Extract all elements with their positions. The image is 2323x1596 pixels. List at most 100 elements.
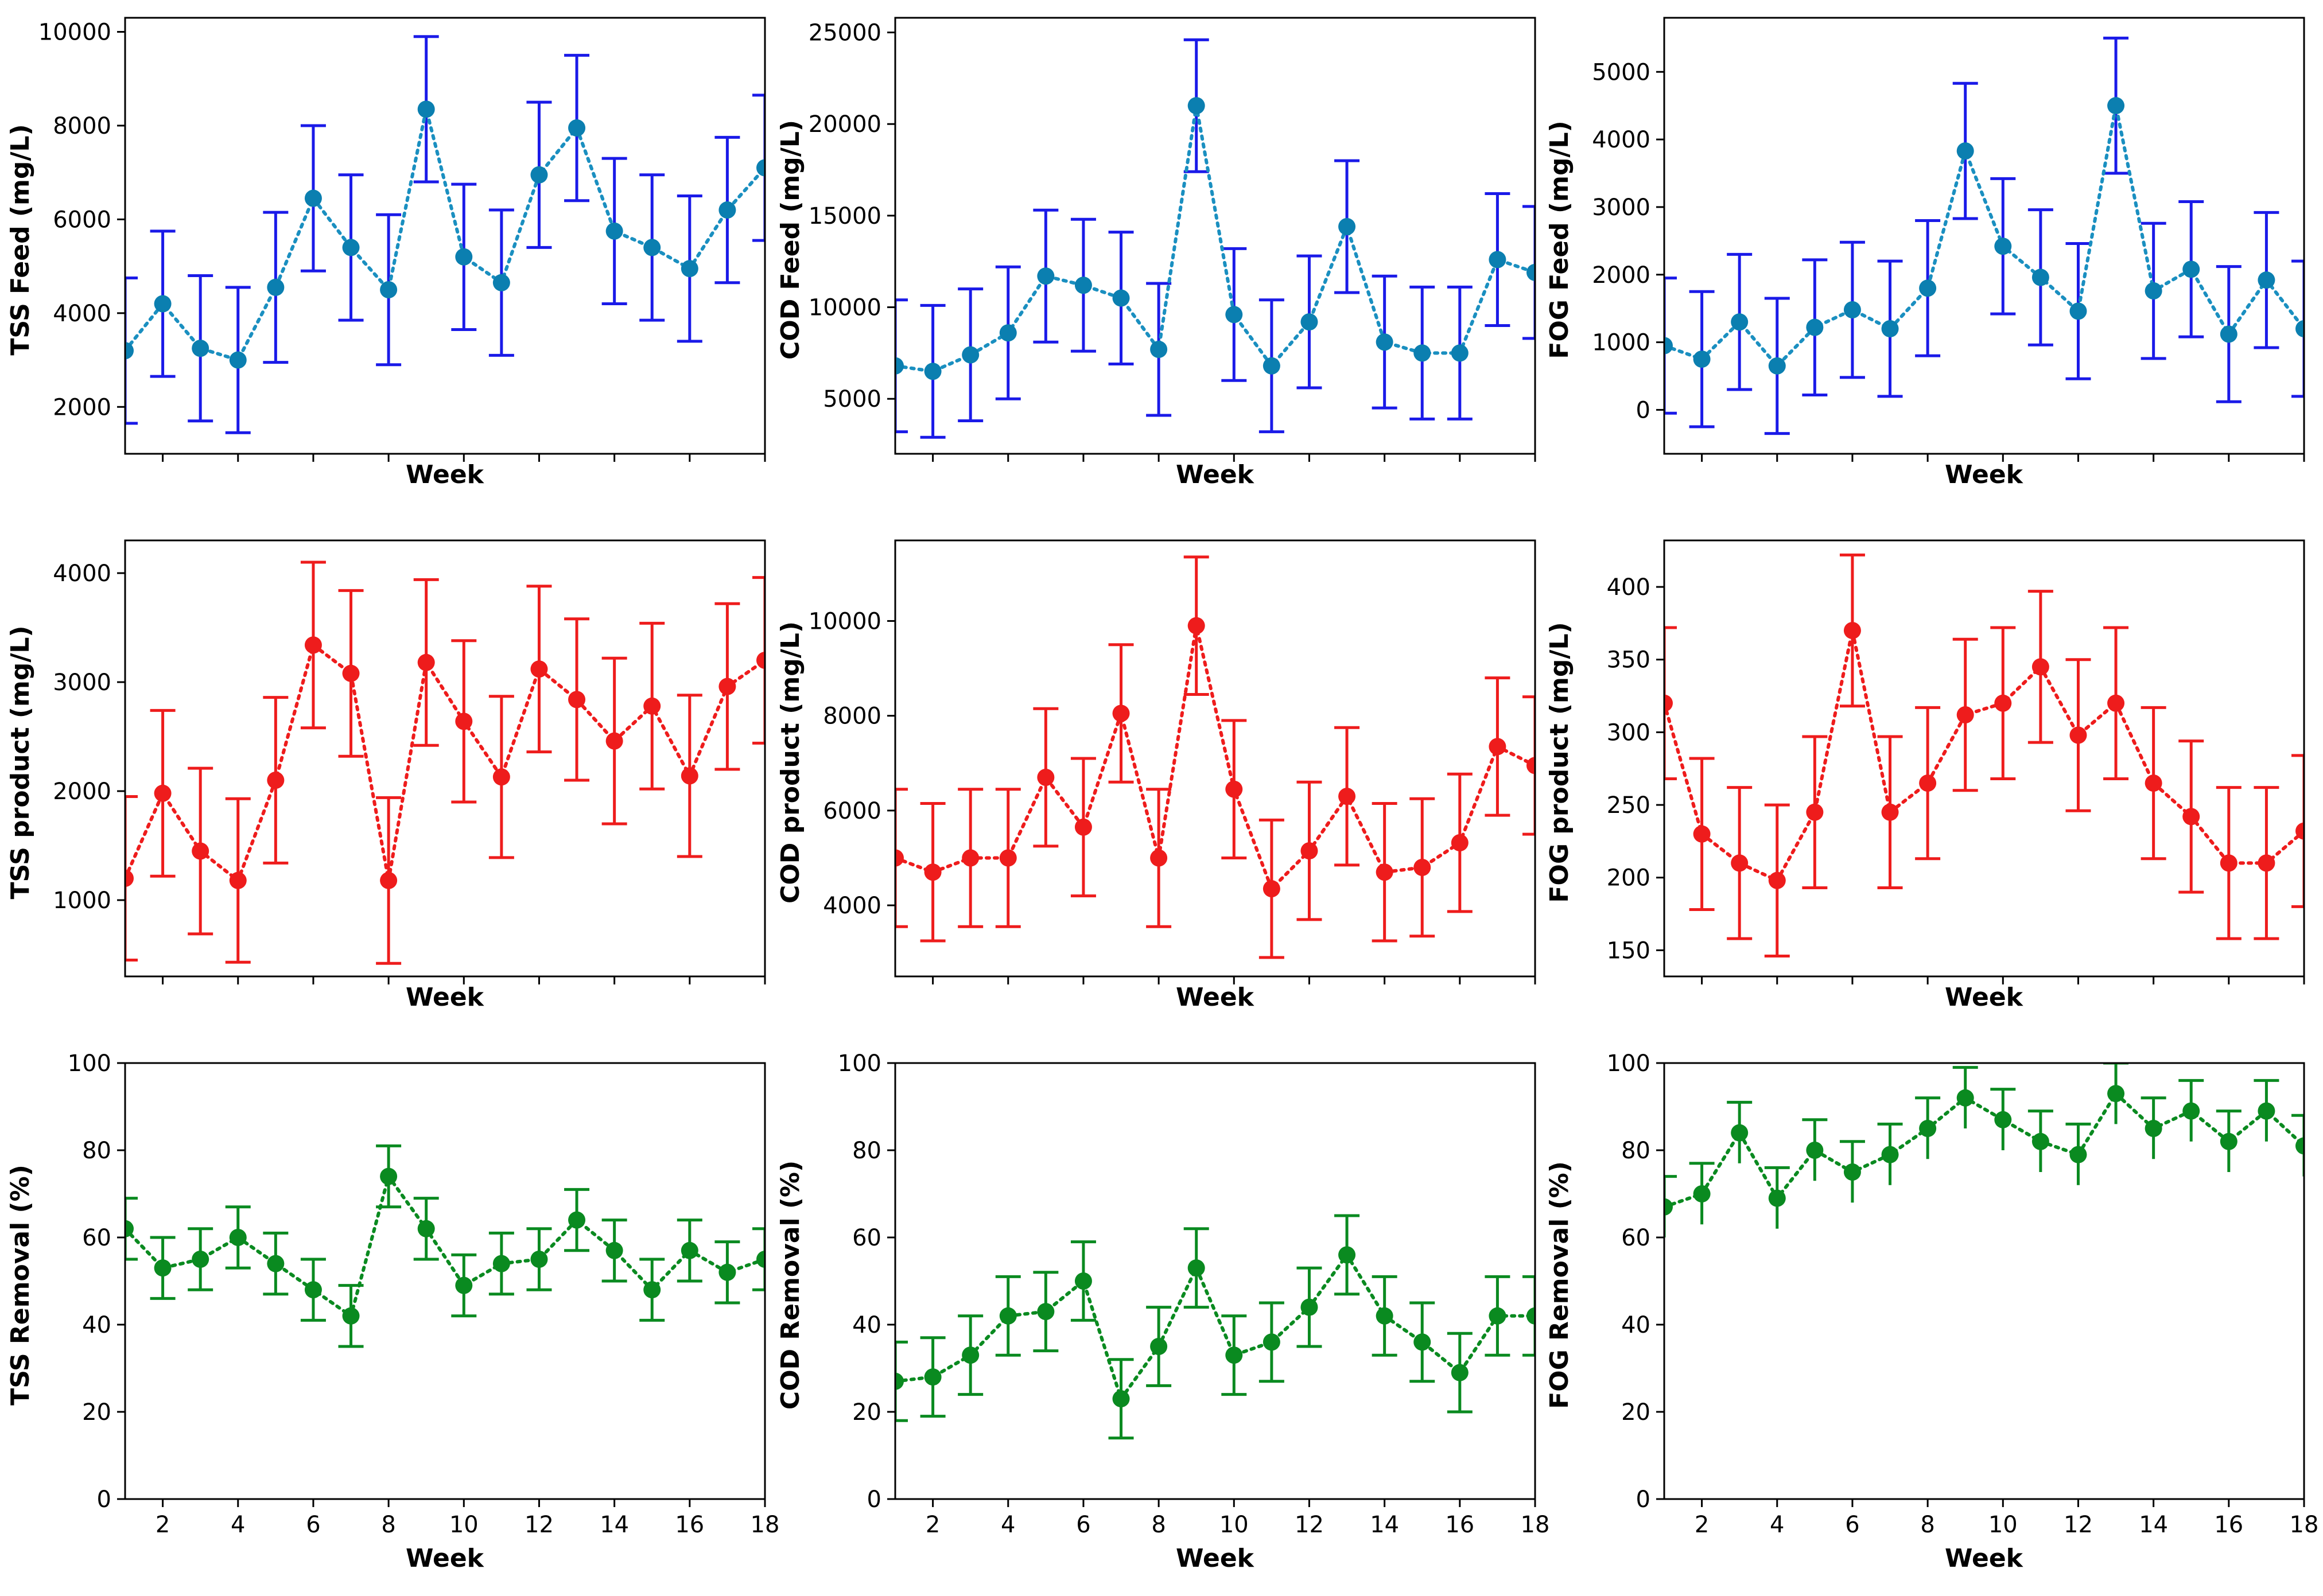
errorbar-fog-removal-18: [2291, 1114, 2304, 1177]
data-point-tss-feed-10: [455, 248, 473, 266]
x-tick-label-fog-removal-14: 14: [2139, 1512, 2168, 1538]
data-point-cod-feed-14: [1376, 333, 1393, 351]
errorbar-tss-feed-1: [125, 277, 138, 425]
y-tick-label-cod-product-8000: 8000: [823, 703, 881, 730]
y-tick-label-fog-product-300: 300: [1607, 719, 1650, 746]
data-point-fog-removal-3: [1731, 1124, 1749, 1142]
y-tick-label-fog-product-250: 250: [1607, 792, 1650, 819]
y-tick-label-fog-removal-0: 0: [1636, 1486, 1650, 1513]
data-point-fog-product-8: [1919, 774, 1937, 792]
data-point-cod-feed-8: [1150, 340, 1168, 358]
x-tick-label-tss-removal-6: 6: [306, 1512, 320, 1538]
plot-area-cod-removal: [895, 1214, 1535, 1440]
ylabel-tss-feed: TSS Feed (mg/L): [6, 124, 35, 355]
y-tick-label-fog-product-150: 150: [1607, 937, 1650, 964]
xlabel-tss-removal: Week: [406, 1544, 485, 1573]
ylabel-cod-removal: COD Removal (%): [776, 1161, 805, 1410]
x-tick-label-cod-removal-2: 2: [926, 1512, 940, 1538]
data-point-cod-removal-18: [1526, 1307, 1535, 1325]
data-point-tss-feed-1: [125, 342, 134, 360]
errorbar-fog-product-18: [2291, 754, 2304, 908]
data-point-fog-removal-10: [1994, 1111, 2012, 1128]
data-point-cod-product-18: [1526, 757, 1535, 774]
data-point-tss-product-14: [605, 732, 623, 750]
x-tick-label-cod-removal-16: 16: [1445, 1512, 1474, 1538]
data-point-cod-feed-3: [962, 346, 980, 364]
data-point-cod-feed-13: [1338, 218, 1356, 236]
data-point-cod-removal-17: [1489, 1307, 1506, 1325]
y-tick-label-cod-removal-0: 0: [867, 1486, 881, 1513]
data-point-tss-feed-6: [304, 189, 322, 207]
y-tick-label-cod-feed-20000: 20000: [809, 111, 881, 138]
axes-frame-fog-product: [1663, 539, 2305, 978]
data-point-tss-removal-13: [568, 1211, 586, 1229]
x-tick-label-cod-removal-4: 4: [1001, 1512, 1015, 1538]
data-point-cod-removal-3: [962, 1346, 980, 1364]
data-point-fog-feed-10: [1994, 238, 2012, 255]
data-point-fog-product-3: [1731, 854, 1749, 872]
y-tick-label-tss-product-1000: 1000: [53, 887, 111, 914]
plot-area-cod-feed: [895, 38, 1535, 439]
data-point-fog-removal-9: [1956, 1089, 1974, 1107]
y-tick-label-fog-feed-0: 0: [1636, 397, 1650, 423]
data-point-fog-removal-6: [1843, 1163, 1861, 1181]
data-point-tss-removal-7: [342, 1307, 360, 1325]
data-point-cod-feed-1: [895, 357, 904, 375]
data-point-cod-feed-5: [1037, 267, 1055, 285]
data-point-tss-feed-3: [192, 340, 209, 357]
panel-tss-product: TSS product (mg/L) Week 1000 2000 3000 4000: [6, 539, 766, 1012]
data-point-tss-removal-1: [125, 1220, 134, 1237]
x-tick-label-fog-removal-8: 8: [1920, 1512, 1934, 1538]
y-tick-label-tss-removal-20: 20: [82, 1399, 111, 1426]
data-point-fog-product-5: [1806, 803, 1824, 821]
y-tick-label-fog-product-200: 200: [1607, 865, 1650, 892]
data-point-cod-feed-17: [1489, 251, 1506, 268]
y-tick-label-fog-removal-60: 60: [1621, 1225, 1650, 1251]
x-tick-label-fog-removal-12: 12: [2064, 1512, 2093, 1538]
data-point-cod-feed-18: [1526, 263, 1535, 281]
x-tick-label-tss-removal-10: 10: [449, 1512, 479, 1538]
data-point-tss-removal-6: [304, 1281, 322, 1299]
plot-area-cod-product: [895, 555, 1535, 959]
data-point-tss-removal-2: [154, 1259, 172, 1277]
plot-area-fog-product: [1664, 553, 2304, 958]
data-point-tss-product-12: [530, 660, 548, 678]
data-point-cod-removal-7: [1112, 1390, 1130, 1408]
y-tick-label-tss-removal-80: 80: [82, 1138, 111, 1164]
data-point-tss-product-1: [125, 870, 134, 887]
data-point-tss-removal-4: [229, 1229, 247, 1246]
xlabel-cod-removal: Week: [1176, 1544, 1255, 1573]
y-tick-label-fog-feed-4000: 4000: [1592, 127, 1650, 153]
y-tick-label-cod-removal-60: 60: [852, 1225, 881, 1251]
data-point-fog-product-9: [1956, 706, 1974, 723]
x-tick-label-cod-removal-10: 10: [1219, 1512, 1249, 1538]
data-point-cod-feed-6: [1074, 277, 1092, 294]
y-tick-label-tss-removal-100: 100: [68, 1050, 111, 1077]
data-point-cod-product-11: [1262, 880, 1280, 898]
data-point-fog-feed-15: [2182, 260, 2200, 278]
data-point-fog-product-11: [2031, 658, 2049, 676]
plot-area-fog-removal: [1664, 1063, 2304, 1237]
panel-fog-product: FOG product (mg/L) Week 150 200 250 300 350 4…: [1545, 539, 2305, 1012]
x-tick-label-fog-removal-4: 4: [1770, 1512, 1784, 1538]
data-point-tss-removal-10: [455, 1276, 473, 1294]
data-point-cod-product-16: [1451, 834, 1469, 852]
data-point-fog-feed-9: [1956, 142, 1974, 160]
axes-frame-cod-removal: [894, 1062, 1536, 1500]
data-point-cod-removal-11: [1262, 1333, 1280, 1351]
data-point-cod-product-7: [1112, 704, 1130, 722]
data-point-cod-removal-9: [1187, 1259, 1205, 1277]
data-point-cod-product-6: [1074, 818, 1092, 836]
data-point-cod-removal-6: [1074, 1272, 1092, 1290]
data-point-tss-feed-11: [492, 274, 510, 291]
y-tick-label-tss-feed-2000: 2000: [53, 394, 111, 421]
data-point-tss-feed-8: [380, 281, 398, 298]
data-point-tss-feed-12: [530, 166, 548, 184]
plot-area-tss-product: [125, 560, 765, 965]
data-point-cod-product-10: [1225, 780, 1243, 798]
data-point-fog-product-1: [1664, 694, 1673, 712]
data-point-tss-feed-18: [756, 159, 765, 177]
y-tick-label-tss-removal-0: 0: [97, 1486, 111, 1513]
x-tick-label-cod-removal-12: 12: [1295, 1512, 1324, 1538]
errorbar-tss-removal-1: [125, 1197, 138, 1261]
